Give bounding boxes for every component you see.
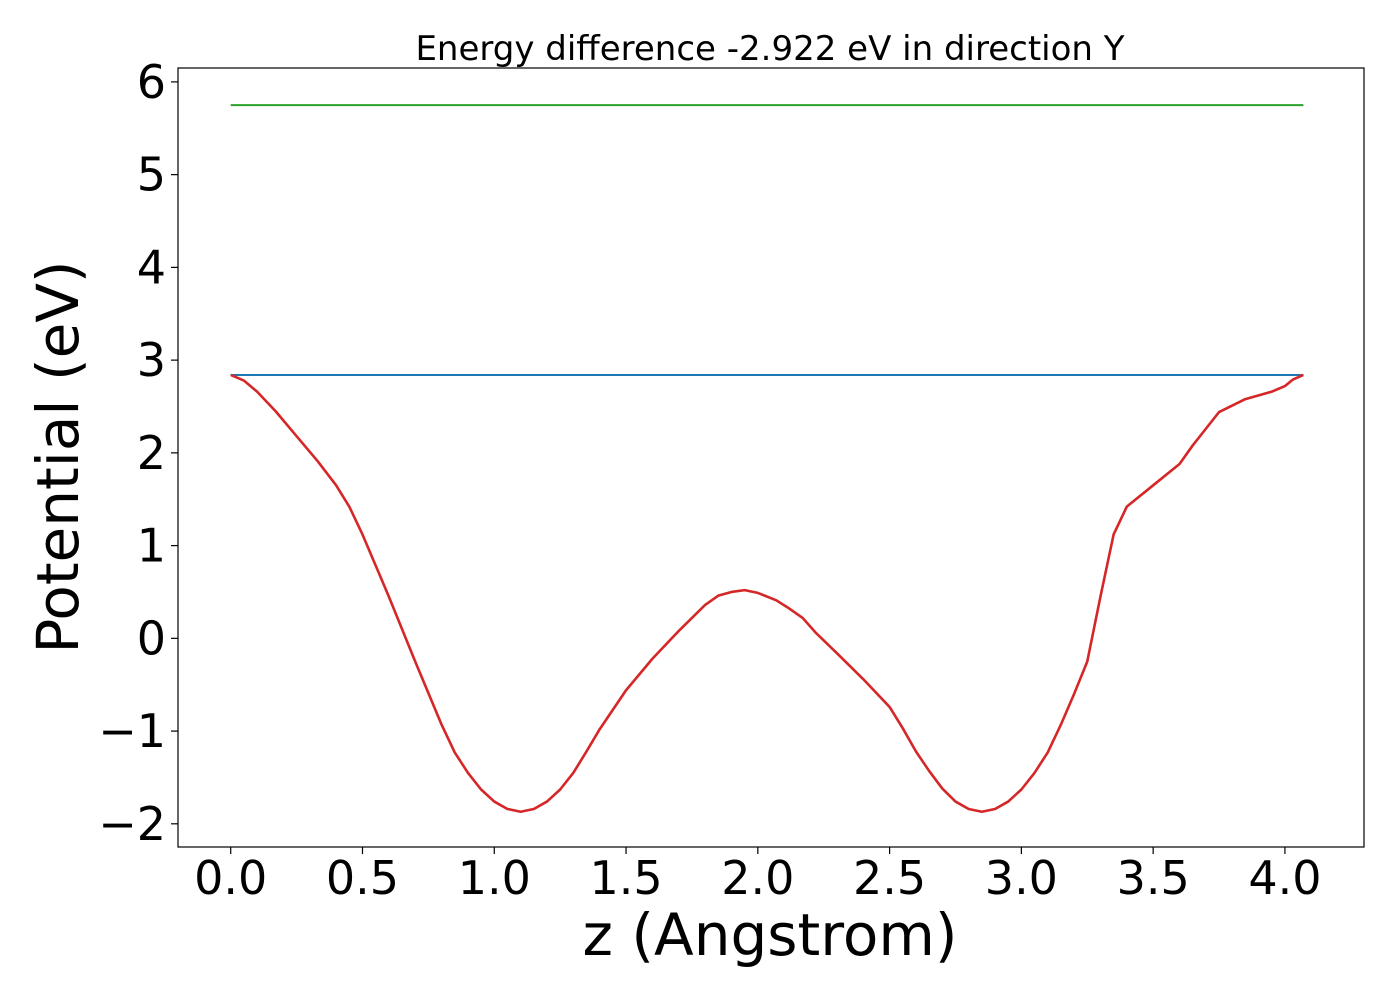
y-tick-label: −2 <box>98 797 166 851</box>
y-tick-label: 3 <box>137 333 166 387</box>
y-tick-label: 4 <box>137 240 166 294</box>
y-axis-label: Potential (eV) <box>24 260 92 653</box>
x-tick-label: 4.0 <box>1248 851 1321 905</box>
x-tick-label: 3.5 <box>1117 851 1190 905</box>
y-tick-label: 5 <box>137 148 166 202</box>
x-tick-label: 0.5 <box>326 851 399 905</box>
y-tick-label: 0 <box>137 611 166 665</box>
plot-area <box>177 67 1365 848</box>
x-tick-label: 2.5 <box>853 851 926 905</box>
y-tick-label: 6 <box>137 55 166 109</box>
x-tick-label: 2.0 <box>721 851 794 905</box>
x-tick-label: 0.0 <box>194 851 267 905</box>
series-layer <box>230 104 1304 814</box>
x-axis-label: z (Angstrom) <box>583 901 958 969</box>
y-tick-label: 1 <box>137 519 166 573</box>
y-axis: −2 −1 0 1 2 3 4 5 6 <box>98 55 178 851</box>
y-tick-label: −1 <box>98 704 166 758</box>
x-tick-label: 1.5 <box>589 851 662 905</box>
plot-frame <box>177 67 1365 848</box>
y-tick-label: 2 <box>137 426 166 480</box>
series-line-3 <box>230 373 1304 814</box>
x-axis: 0.0 0.5 1.0 1.5 2.0 2.5 3.0 3.5 4.0 <box>194 847 1322 905</box>
chart-title: Energy difference -2.922 eV in direction… <box>415 29 1124 69</box>
x-tick-label: 1.0 <box>458 851 531 905</box>
x-tick-label: 3.0 <box>985 851 1058 905</box>
